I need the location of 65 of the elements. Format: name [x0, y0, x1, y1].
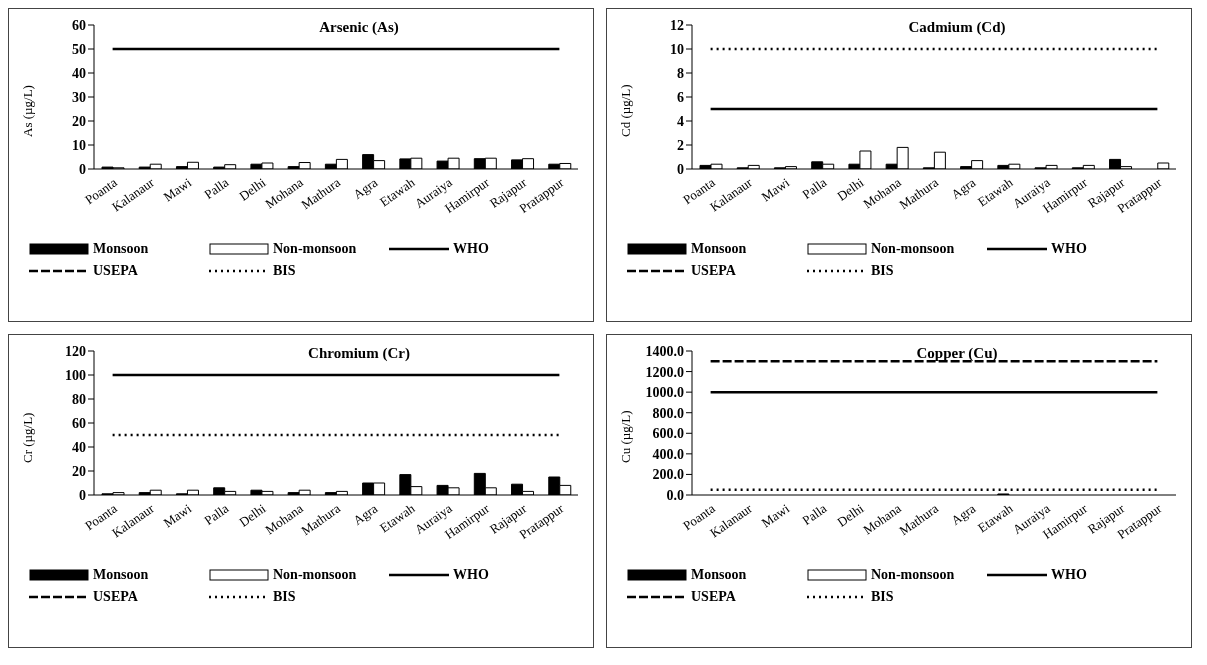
legend-label: WHO — [1051, 567, 1087, 583]
y-tick-label: 2 — [677, 137, 684, 153]
y-tick-label: 8 — [677, 65, 684, 81]
legend-label: Non-monsoon — [871, 241, 955, 257]
y-tick-label: 60 — [72, 17, 86, 33]
legend-label: BIS — [871, 263, 894, 279]
y-tick-label: 100 — [65, 367, 86, 383]
legend-label: USEPA — [691, 589, 736, 605]
legend-label: Non-monsoon — [273, 567, 357, 583]
y-tick-label: 10 — [670, 41, 684, 57]
legend-label: WHO — [453, 241, 489, 257]
chart-title: Cadmium (Cd) — [907, 19, 1007, 36]
legend-label: Non-monsoon — [273, 241, 357, 257]
y-tick-label: 40 — [72, 65, 86, 81]
y-tick-label: 400.0 — [652, 446, 684, 462]
legend-label: BIS — [273, 589, 296, 605]
legend-label: BIS — [871, 589, 894, 605]
x-tick-label: Agra — [350, 174, 381, 202]
y-tick-label: 0 — [79, 161, 86, 177]
y-tick-label: 30 — [72, 89, 86, 105]
y-tick-label: 20 — [72, 463, 86, 479]
x-tick-label: Palla — [799, 500, 830, 528]
y-tick-label: 1000.0 — [645, 385, 684, 401]
y-tick-label: 0.0 — [666, 487, 684, 503]
y-tick-label: 800.0 — [652, 405, 684, 421]
chart-title: Copper (Cu) — [915, 345, 999, 362]
y-tick-label: 60 — [72, 415, 86, 431]
y-axis-title: Cd (µg/L) — [617, 84, 633, 137]
chart-title: Chromium (Cr) — [307, 345, 411, 362]
y-tick-label: 12 — [670, 17, 684, 33]
y-axis-title: As (µg/L) — [19, 85, 35, 137]
legend-label: USEPA — [691, 263, 736, 279]
y-tick-label: 20 — [72, 113, 86, 129]
y-tick-label: 1200.0 — [645, 364, 684, 380]
x-tick-label: Palla — [201, 500, 232, 528]
y-tick-label: 6 — [677, 89, 684, 105]
y-tick-label: 10 — [72, 137, 86, 153]
y-axis-title: Cu (µg/L) — [617, 410, 633, 463]
y-tick-label: 120 — [65, 343, 86, 359]
x-tick-label: Palla — [799, 174, 830, 202]
x-tick-label: Palla — [201, 174, 232, 202]
x-tick-label: Agra — [350, 500, 381, 528]
y-tick-label: 0 — [677, 161, 684, 177]
x-tick-label: Agra — [948, 500, 979, 528]
legend-label: Monsoon — [691, 241, 747, 257]
chart-title: Arsenic (As) — [318, 19, 400, 36]
y-tick-label: 80 — [72, 391, 86, 407]
x-tick-label: Agra — [948, 174, 979, 202]
legend-label: Monsoon — [93, 567, 149, 583]
y-tick-label: 1400.0 — [645, 343, 684, 359]
legend-label: WHO — [453, 567, 489, 583]
y-tick-label: 200.0 — [652, 467, 684, 483]
legend-label: WHO — [1051, 241, 1087, 257]
y-tick-label: 50 — [72, 41, 86, 57]
y-tick-label: 600.0 — [652, 426, 684, 442]
legend-label: BIS — [273, 263, 296, 279]
legend-label: USEPA — [93, 589, 138, 605]
y-tick-label: 0 — [79, 487, 86, 503]
legend-label: Monsoon — [93, 241, 149, 257]
legend-label: USEPA — [93, 263, 138, 279]
legend-label: Non-monsoon — [871, 567, 955, 583]
legend-label: Monsoon — [691, 567, 747, 583]
y-tick-label: 4 — [677, 113, 684, 129]
y-axis-title: Cr (µg/L) — [19, 412, 35, 463]
y-tick-label: 40 — [72, 439, 86, 455]
